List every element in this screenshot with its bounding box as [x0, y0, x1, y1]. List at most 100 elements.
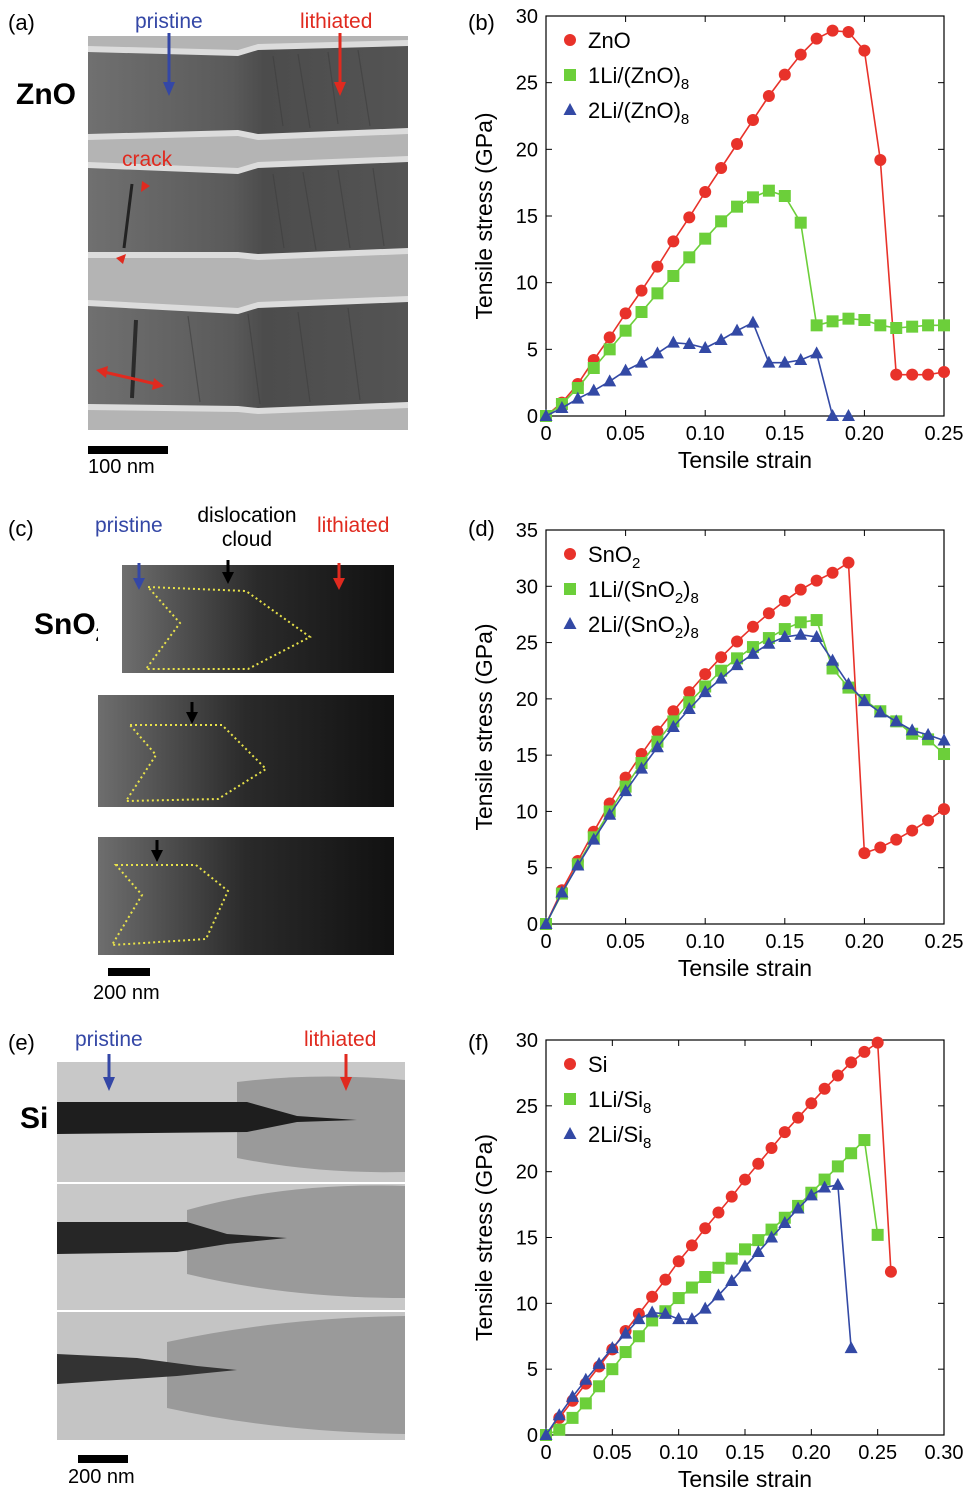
series-line — [545, 29, 945, 417]
data-point — [685, 1281, 698, 1294]
data-point — [831, 1177, 845, 1190]
data-point — [778, 629, 792, 642]
legend-entry: 1Li/(ZnO)8 — [564, 63, 689, 93]
panel-f-letter: (f) — [468, 1030, 489, 1055]
data-point — [842, 312, 855, 325]
legend-label: ZnO — [588, 28, 631, 53]
data-point — [699, 668, 712, 681]
data-point — [890, 368, 903, 381]
data-point — [683, 251, 696, 264]
y-tick-label: 0 — [527, 1425, 538, 1447]
data-point — [619, 784, 633, 797]
data-point — [746, 620, 759, 633]
data-point — [818, 1180, 832, 1193]
panel-c-scale-bar — [108, 968, 150, 976]
data-point — [603, 343, 616, 356]
data-point — [587, 383, 601, 396]
data-point — [938, 319, 950, 332]
panel-e-material-label: Si — [20, 1102, 49, 1135]
legend-label: 2Li/(ZnO)8 — [588, 98, 689, 128]
panel-c-lithiated-label: lithiated — [317, 514, 390, 537]
data-point — [667, 235, 680, 248]
data-point — [937, 733, 951, 746]
data-point — [579, 1397, 592, 1410]
panel-a-scale-label: 100 nm — [88, 456, 155, 478]
data-point — [794, 48, 807, 61]
series-2li-si8 — [539, 1177, 858, 1440]
data-point — [730, 323, 744, 336]
data-point — [564, 1093, 576, 1105]
data-point — [778, 1126, 791, 1139]
data-point — [739, 1173, 751, 1186]
data-point — [715, 664, 728, 677]
data-point — [826, 24, 839, 37]
data-point — [725, 1252, 738, 1265]
legend-label: Si — [588, 1052, 608, 1077]
data-point — [746, 191, 759, 204]
data-point — [842, 26, 855, 38]
y-tick-label: 25 — [516, 1096, 538, 1118]
series-line — [545, 633, 945, 925]
data-point — [818, 1173, 831, 1186]
data-point — [587, 362, 600, 374]
y-tick-label: 25 — [516, 633, 538, 655]
x-tick-label: 0.20 — [792, 1442, 831, 1464]
data-point — [714, 671, 728, 684]
x-tick-label: 0 — [540, 1442, 551, 1464]
y-tick-label: 5 — [527, 858, 538, 880]
data-point — [682, 701, 696, 714]
data-point — [826, 409, 840, 421]
data-point — [792, 1111, 805, 1124]
data-point — [762, 636, 776, 649]
data-point — [858, 44, 871, 57]
data-point — [667, 270, 680, 282]
data-point — [805, 1097, 818, 1110]
data-point — [751, 1244, 765, 1257]
data-point — [555, 885, 569, 898]
data-point — [794, 627, 808, 640]
data-point — [810, 629, 824, 642]
y-axis-label: Tensile stress (GPa) — [471, 1134, 497, 1341]
data-point — [650, 346, 664, 359]
data-point — [635, 306, 648, 318]
y-tick-label: 5 — [527, 1359, 538, 1381]
data-point — [858, 847, 871, 860]
y-tick-label: 20 — [516, 139, 538, 161]
data-point — [765, 1223, 778, 1236]
panel-d-letter: (d) — [468, 516, 495, 541]
data-point — [593, 1380, 606, 1393]
y-tick-label: 15 — [516, 745, 538, 767]
data-point — [699, 186, 712, 198]
data-point — [715, 162, 728, 174]
data-point — [563, 1127, 577, 1139]
panel-e-scale-bar — [78, 1455, 128, 1463]
data-point — [619, 771, 632, 784]
legend-entry: 2Li/(SnO2)8 — [563, 612, 699, 642]
series-2li-sno2-8 — [539, 627, 951, 929]
y-tick-label: 10 — [516, 273, 538, 295]
data-point — [725, 1190, 738, 1203]
data-point — [810, 574, 823, 587]
data-point — [873, 705, 887, 718]
legend-entry: Si — [564, 1052, 608, 1077]
data-point — [826, 315, 839, 328]
x-tick-label: 0.30 — [925, 1442, 964, 1464]
series-line — [545, 619, 945, 925]
x-tick-label: 0.10 — [659, 1442, 698, 1464]
data-point — [592, 1356, 606, 1369]
data-point — [619, 324, 632, 337]
x-tick-label: 0.10 — [686, 423, 725, 445]
data-point — [646, 1290, 659, 1303]
data-point — [699, 1271, 712, 1283]
panel-c-dislocation-label: dislocation cloud — [197, 504, 297, 551]
panel-e-lithiated-label: lithiated — [304, 1028, 377, 1051]
x-tick-label: 0.15 — [765, 931, 804, 953]
data-point — [746, 646, 760, 659]
data-point — [884, 1265, 897, 1278]
data-point — [922, 814, 935, 827]
data-point — [762, 607, 775, 620]
data-point — [762, 90, 775, 102]
data-point — [778, 190, 791, 202]
data-point — [765, 1230, 779, 1243]
